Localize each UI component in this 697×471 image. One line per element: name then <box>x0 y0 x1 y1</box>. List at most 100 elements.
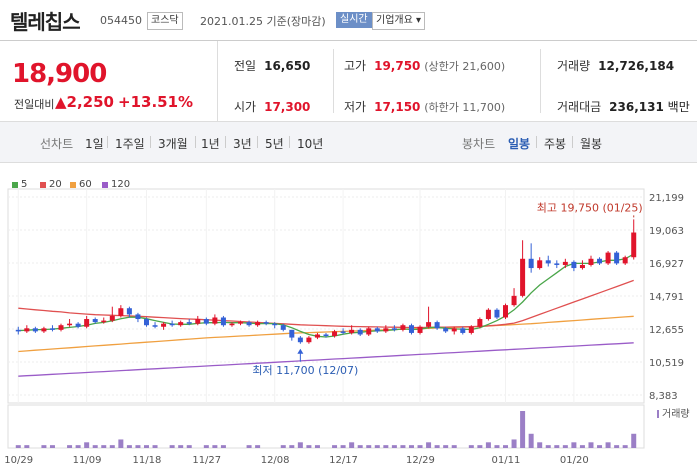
x-tick-label: 11/09 <box>73 455 102 466</box>
candle-body <box>306 337 312 343</box>
x-tick-label: 12/29 <box>406 455 435 466</box>
volume-bar <box>597 445 603 448</box>
volume-bar <box>579 445 585 448</box>
candle-body <box>485 309 491 320</box>
volume-bar <box>212 445 218 448</box>
amount-value: 236,131 <box>609 100 664 114</box>
chevron-down-icon: ▾ <box>416 15 422 26</box>
trade-amount: 거래대금 236,131 백만 <box>557 98 690 115</box>
candle-body <box>135 314 141 320</box>
volume-bar <box>374 445 380 448</box>
volume-bar <box>571 442 577 448</box>
candle-body <box>67 323 73 326</box>
period-1d[interactable]: 1일 <box>85 137 104 151</box>
legend-ma5: 5 <box>12 179 27 190</box>
volume-bar <box>631 433 637 448</box>
high-annotation: 최고 19,750 (01/25) <box>537 201 643 214</box>
candle-body <box>477 319 483 327</box>
volume-bar <box>554 445 560 448</box>
period-3m[interactable]: 3개월 <box>158 137 188 151</box>
candle-body <box>494 309 500 318</box>
prev-close-value: 16,650 <box>264 59 311 73</box>
candle-body <box>597 258 603 264</box>
volume-bar <box>503 445 509 448</box>
volume-bar <box>41 445 47 448</box>
candle-body <box>426 322 432 327</box>
quote-date: 2021.01.25 기준(장마감) <box>200 15 326 28</box>
volume-plot-frame <box>7 404 645 449</box>
candle-body <box>169 323 175 326</box>
change-amount: 2,250 <box>66 93 114 111</box>
candle-body <box>571 261 577 269</box>
candle-body <box>468 326 474 333</box>
upper-limit: (상한가 21,600) <box>424 60 506 73</box>
period-5y[interactable]: 5년 <box>265 137 284 151</box>
market-badge: 코스닥 <box>147 12 183 30</box>
volume-bar <box>306 445 312 448</box>
period-1w[interactable]: 1주일 <box>115 137 145 151</box>
volume-axis-label: 거래량 <box>662 408 690 420</box>
period-10y[interactable]: 10년 <box>297 137 324 151</box>
y-tick-label: 14,791 <box>649 292 684 303</box>
candle-weekly[interactable]: 주봉 <box>544 137 567 151</box>
candle-body <box>84 319 90 327</box>
period-bar: 선차트 1일 1주일 3개월 1년 3년 5년 10년 봉차트 일봉 주봉 월봉 <box>0 122 697 163</box>
candle-daily[interactable]: 일봉 <box>508 137 531 151</box>
volume-bar <box>314 445 320 448</box>
candle-body <box>41 328 47 332</box>
volume-bar <box>340 445 346 448</box>
legend-ma120-label: 120 <box>111 179 131 190</box>
candle-body <box>631 232 637 258</box>
candle-body <box>503 305 509 318</box>
volume-bar <box>203 445 209 448</box>
volume-bar <box>118 439 124 448</box>
volume-bar <box>357 445 363 448</box>
trade-volume: 거래량 12,726,184 <box>557 57 674 74</box>
volume-bar <box>562 445 568 448</box>
candle-monthly[interactable]: 월봉 <box>580 137 603 151</box>
high-label: 고가 <box>344 59 367 73</box>
y-tick-label: 8,383 <box>649 391 678 402</box>
volume-bar <box>349 442 355 448</box>
candle-body <box>75 323 81 327</box>
period-1y[interactable]: 1년 <box>201 137 220 151</box>
volume-bar <box>186 445 192 448</box>
volume-bar <box>169 445 175 448</box>
candle-body <box>297 337 303 343</box>
candle-body <box>238 322 244 324</box>
volume-bar <box>289 445 295 448</box>
candle-body <box>374 328 380 332</box>
candle-body <box>451 328 457 332</box>
volume-bar <box>143 445 149 448</box>
stock-name: 텔레칩스 <box>10 10 81 34</box>
company-info-label: 기업개요 <box>376 15 413 26</box>
legend-ma5-label: 5 <box>21 179 28 190</box>
current-price: 18,900 <box>12 59 107 89</box>
candle-body <box>289 329 295 338</box>
volume-bar <box>67 445 73 448</box>
period-3y[interactable]: 3년 <box>233 137 252 151</box>
candle-body <box>332 331 338 337</box>
ma60-line <box>18 315 634 353</box>
candle-chart-label: 봉차트 <box>462 137 496 151</box>
candle-body <box>255 322 261 326</box>
amount-label: 거래대금 <box>557 100 602 114</box>
candle-body <box>622 257 628 264</box>
company-info-dropdown[interactable]: 기업개요 ▾ <box>372 12 426 30</box>
lower-limit: (하한가 11,700) <box>424 101 506 114</box>
volume-bar <box>391 445 397 448</box>
candle-body <box>434 322 440 329</box>
candle-body <box>101 320 107 323</box>
volume-legend-swatch <box>657 410 659 418</box>
candle-body <box>220 317 226 326</box>
candle-body <box>92 319 98 323</box>
realtime-button[interactable]: 실시간 <box>336 12 372 28</box>
candle-body <box>528 258 534 269</box>
y-tick-label: 16,927 <box>649 259 684 270</box>
high-price: 고가 19,750 (상한가 21,600) <box>344 57 505 74</box>
candle-body <box>357 329 363 335</box>
candle-body <box>349 329 355 333</box>
high-value: 19,750 <box>374 59 421 73</box>
y-tick-label: 10,519 <box>649 358 684 369</box>
